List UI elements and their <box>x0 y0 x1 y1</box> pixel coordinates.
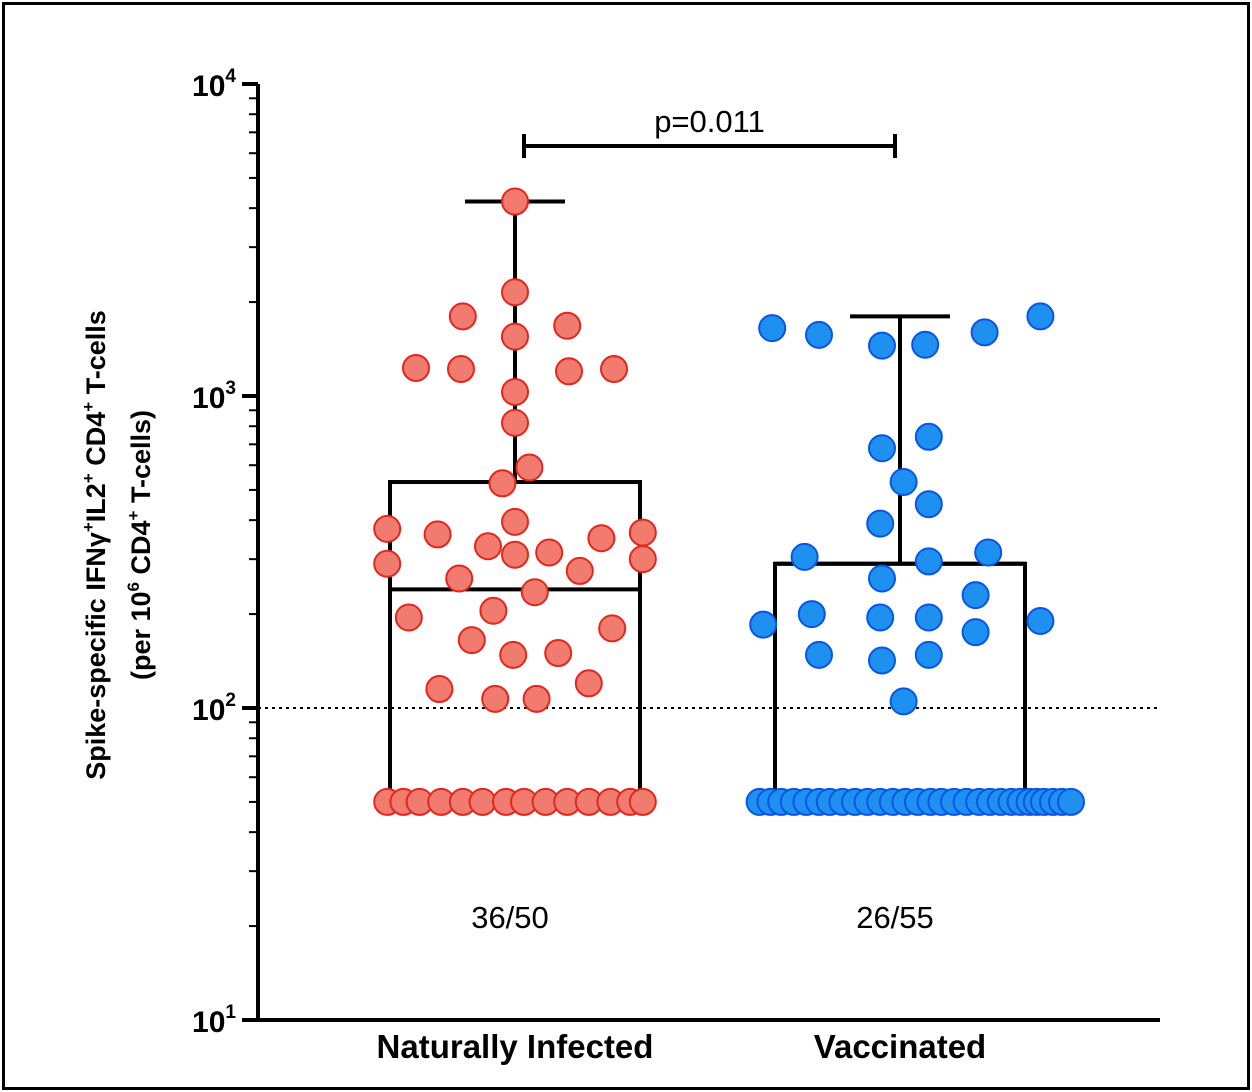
y-tick-label: 103 <box>192 378 236 415</box>
data-point <box>797 600 826 629</box>
data-point <box>866 603 895 632</box>
responder-fraction: 26/55 <box>856 900 934 935</box>
data-point <box>468 787 497 816</box>
data-point <box>555 357 583 386</box>
data-point <box>501 377 529 406</box>
data-point <box>868 331 896 360</box>
data-point <box>501 408 529 437</box>
data-point <box>914 422 943 451</box>
data-point <box>600 355 628 384</box>
data-point <box>866 509 895 538</box>
y-axis-label-line-2: (per 106 CD4+ T-cells) <box>124 410 156 680</box>
data-point <box>445 564 474 593</box>
data-point <box>598 614 627 643</box>
data-point <box>501 278 529 307</box>
data-point <box>520 578 549 607</box>
data-point <box>394 603 423 632</box>
p-value-label: p=0.011 <box>654 104 765 139</box>
data-point <box>535 538 564 567</box>
data-point <box>544 639 573 668</box>
data-point <box>425 675 454 704</box>
data-point <box>1057 787 1085 816</box>
data-point <box>868 434 896 463</box>
data-point <box>805 320 833 349</box>
data-point <box>522 684 551 713</box>
data-point <box>889 468 918 497</box>
data-point <box>628 545 657 574</box>
data-point <box>499 640 528 669</box>
x-category-label: Naturally Infected <box>377 1028 654 1065</box>
data-point <box>488 469 517 498</box>
y-tick-label: 104 <box>192 66 236 103</box>
data-point <box>914 603 943 632</box>
data-point <box>628 787 657 816</box>
series-2-points <box>745 302 1085 816</box>
data-point <box>423 520 452 549</box>
data-point <box>911 330 940 359</box>
data-point <box>868 646 896 675</box>
data-point <box>373 514 402 543</box>
data-point <box>574 669 603 698</box>
data-point <box>1026 607 1055 636</box>
data-point <box>515 453 544 482</box>
data-point <box>565 556 594 585</box>
data-point <box>790 542 819 571</box>
data-point <box>628 518 657 547</box>
data-point <box>889 687 918 716</box>
data-point <box>914 547 943 576</box>
responder-fraction: 36/50 <box>471 900 549 935</box>
data-point <box>501 540 529 569</box>
data-point <box>501 507 529 536</box>
data-point <box>402 353 430 382</box>
data-point <box>474 532 502 561</box>
data-point <box>587 524 616 553</box>
data-point <box>501 187 529 216</box>
data-point <box>961 581 990 610</box>
data-point <box>805 640 833 669</box>
data-point <box>479 596 508 625</box>
data-point <box>961 618 990 647</box>
data-point <box>447 355 475 384</box>
data-point <box>481 684 510 713</box>
data-point <box>1026 302 1055 331</box>
data-point <box>914 640 943 669</box>
data-point <box>914 490 943 519</box>
y-tick-label: 101 <box>192 1002 236 1039</box>
data-point <box>758 314 787 343</box>
data-point <box>868 564 896 593</box>
x-category-label: Vaccinated <box>814 1028 986 1065</box>
series-1-points <box>373 187 657 816</box>
data-point <box>373 549 402 578</box>
data-point <box>501 322 529 351</box>
y-tick-label: 102 <box>192 690 236 727</box>
data-point <box>448 302 477 331</box>
data-point <box>457 626 486 655</box>
data-point <box>749 610 778 639</box>
data-point <box>970 318 999 347</box>
data-point <box>974 538 1003 567</box>
y-axis-label-line-1: Spike-specific IFNγ+IL2+ CD4+ T-cells <box>79 310 111 780</box>
data-point <box>553 311 582 340</box>
